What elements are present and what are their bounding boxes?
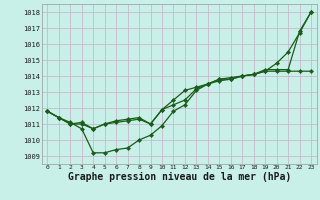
X-axis label: Graphe pression niveau de la mer (hPa): Graphe pression niveau de la mer (hPa) <box>68 172 291 182</box>
